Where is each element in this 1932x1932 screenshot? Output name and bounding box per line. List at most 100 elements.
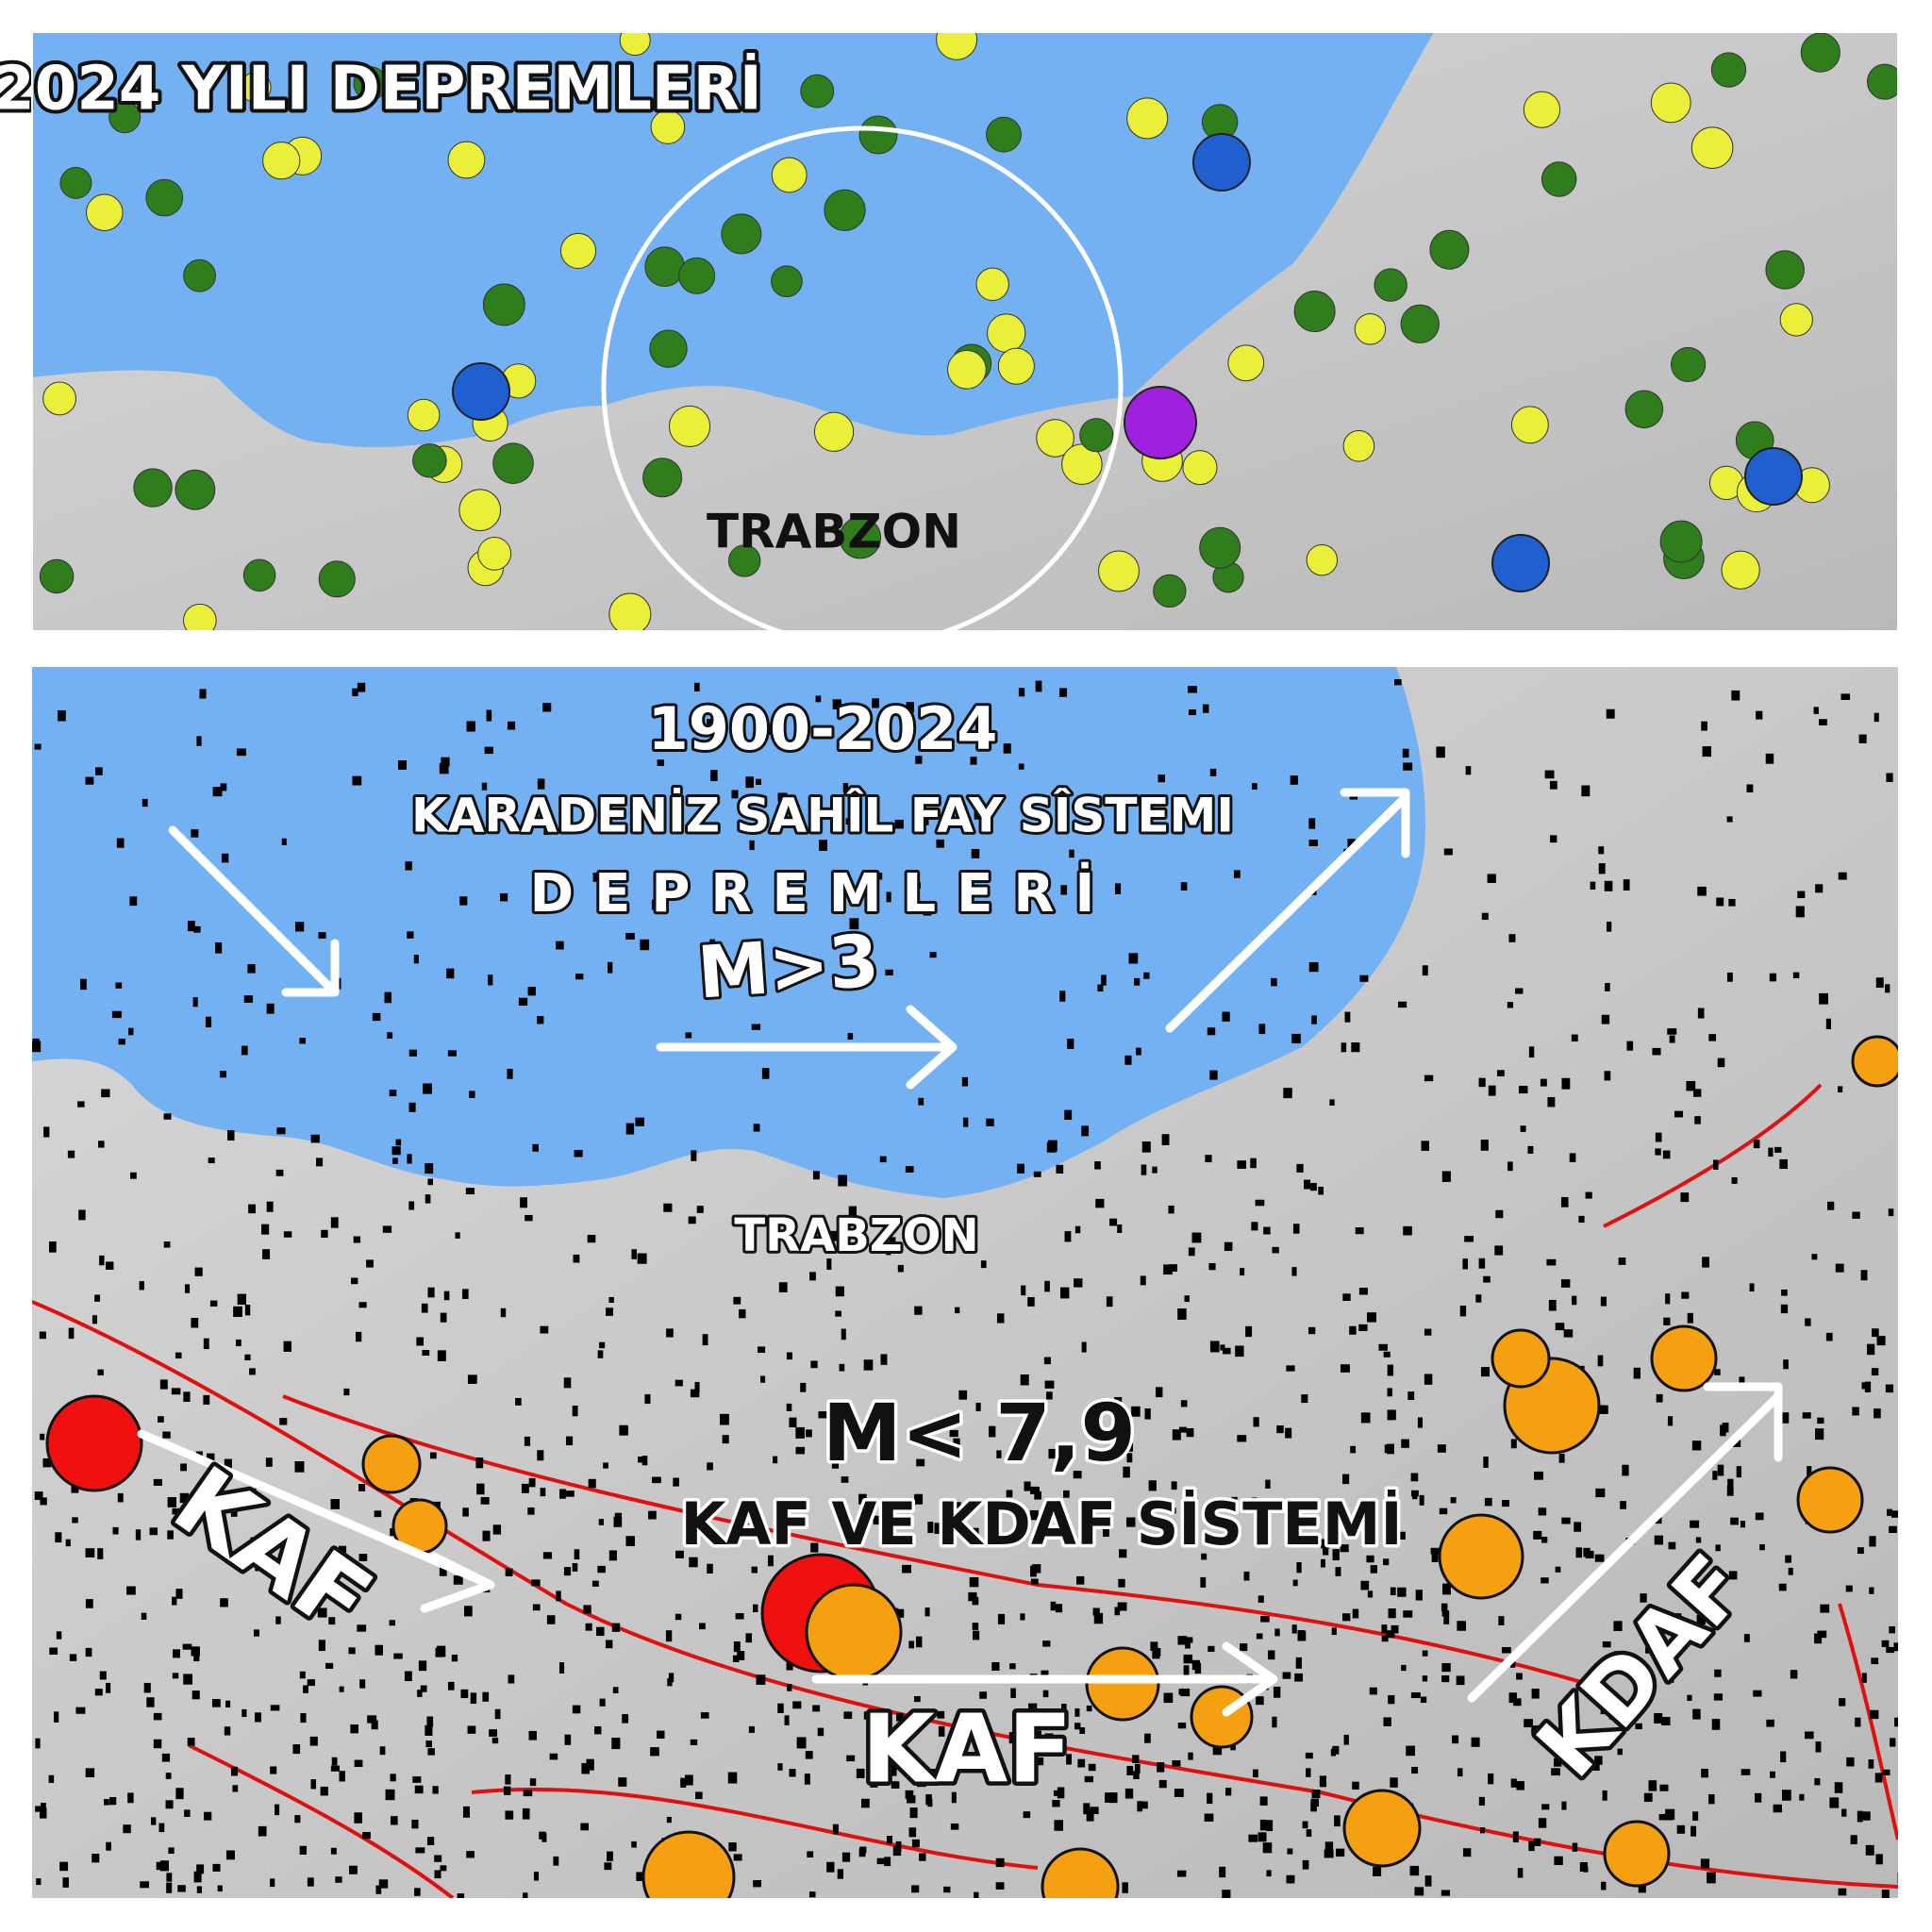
earthquake-dot [77, 1101, 85, 1108]
earthquake-dot [1825, 1018, 1832, 1030]
earthquake-dot [1304, 1179, 1311, 1190]
earthquake-dot [848, 1206, 857, 1216]
large-earthquake [1603, 1820, 1671, 1888]
earthquake-dot [325, 1662, 334, 1669]
earthquake-dot [1342, 429, 1375, 462]
earthquake-dot [1702, 1257, 1709, 1268]
earthquake-dot [1286, 1874, 1295, 1884]
earthquake-dot [374, 1510, 382, 1518]
earthquake-dot [1550, 835, 1557, 843]
earthquake-dot [523, 1790, 533, 1797]
earthquake-dot [1212, 1744, 1223, 1756]
earthquake-dot [85, 1768, 95, 1777]
earthquake-dot [826, 1258, 832, 1270]
earthquake-dot [1263, 1226, 1271, 1235]
earthquake-dot [258, 1825, 267, 1837]
earthquake-dot [459, 896, 468, 906]
earthquake-dot [491, 1737, 499, 1744]
earthquake-dot [1101, 974, 1107, 986]
earthquake-dot [1531, 1725, 1541, 1736]
earthquake-dot [1290, 775, 1298, 785]
earthquake-dot [607, 1851, 613, 1861]
earthquake-dot [591, 1580, 599, 1587]
earthquake-dot [1251, 783, 1257, 790]
earthquake-dot [858, 1493, 867, 1505]
earthquake-dot [1701, 721, 1707, 731]
earthquake-dot [1566, 1717, 1574, 1728]
earthquake-dot [1814, 1428, 1824, 1441]
earthquake-dot [1531, 1689, 1540, 1699]
earthquake-dot [594, 1725, 602, 1735]
earthquake-dot [1061, 1704, 1067, 1711]
earthquake-dot [581, 1762, 591, 1774]
earthquake-dot [1886, 1646, 1894, 1654]
earthquake-dot [1607, 921, 1612, 932]
earthquake-dot [142, 798, 148, 808]
earthquake-dot [1134, 977, 1141, 986]
earthquake-dot [1519, 1086, 1528, 1094]
earthquake-dot [954, 1502, 961, 1513]
earthquake-dot [1176, 1870, 1187, 1877]
earthquake-dot [1378, 1343, 1388, 1351]
earthquake-dot [39, 1807, 47, 1819]
earthquake-dot [1602, 1790, 1607, 1801]
earthquake-dot [1778, 1583, 1787, 1591]
earthquake-dot [266, 1003, 275, 1014]
earthquake-dot [1390, 1587, 1396, 1595]
earthquake-dot [1255, 1199, 1265, 1207]
earthquake-dot [841, 1476, 849, 1483]
earthquake-dot [1060, 1287, 1070, 1299]
earthquake-dot [1608, 1712, 1615, 1720]
earthquake-dot [1868, 1759, 1874, 1769]
earthquake-dot [976, 708, 983, 720]
earthquake-dot [1161, 1134, 1170, 1145]
earthquake-dot [1885, 984, 1890, 993]
earthquake-dot [1671, 346, 1707, 383]
earthquake-dot [542, 1552, 553, 1559]
earthquake-dot [39, 1331, 46, 1340]
earthquake-dot [187, 1510, 197, 1521]
earthquake-dot [1023, 1811, 1031, 1819]
earthquake-dot [1457, 1621, 1467, 1631]
earthquake-dot [1611, 1662, 1619, 1671]
earthquake-dot [163, 1113, 172, 1120]
earthquake-dot [1464, 1236, 1474, 1242]
earthquake-dot [1515, 988, 1524, 994]
earthquake-dot [846, 1755, 856, 1762]
earthquake-dot [355, 1331, 362, 1342]
earthquake-dot [915, 1636, 923, 1648]
earthquake-dot [85, 1599, 93, 1608]
earthquake-dot [482, 283, 525, 326]
earthquake-dot [1886, 773, 1893, 782]
earthquake-dot [1478, 1796, 1486, 1806]
earthquake-dot [180, 1463, 187, 1472]
city-label: TRABZON [734, 1209, 978, 1262]
earthquake-dot [1838, 1888, 1847, 1896]
earthquake-dot [1779, 1412, 1790, 1424]
earthquake-dot [182, 1643, 192, 1650]
earthquake-dot [1374, 268, 1407, 302]
earthquake-dot [515, 1397, 522, 1406]
earthquake-dot [1153, 574, 1187, 608]
earthquake-dot [303, 1685, 308, 1693]
earthquake-dot [1551, 1768, 1560, 1776]
earthquake-dot [700, 1712, 709, 1719]
earthquake-dot [292, 1744, 301, 1755]
earthquake-dot [546, 1615, 556, 1624]
earthquake-dot [1352, 1781, 1359, 1790]
earthquake-dot [1299, 1630, 1307, 1641]
earthquake-dot [1262, 1842, 1273, 1854]
earthquake-dot [1350, 1445, 1357, 1454]
earthquake-dot [1321, 1539, 1330, 1549]
earthquake-dot [112, 1526, 119, 1535]
earthquake-dot [1437, 1444, 1446, 1453]
earthquake-dot [837, 1869, 844, 1879]
earthquake-dot [650, 1747, 659, 1757]
earthquake-dot [1225, 1788, 1232, 1796]
earthquake-dot [1686, 1080, 1696, 1091]
earthquake-dot [123, 1824, 131, 1834]
earthquake-dot [1481, 912, 1489, 921]
earthquake-dot [1456, 1675, 1465, 1686]
earthquake-dot [1544, 770, 1555, 779]
